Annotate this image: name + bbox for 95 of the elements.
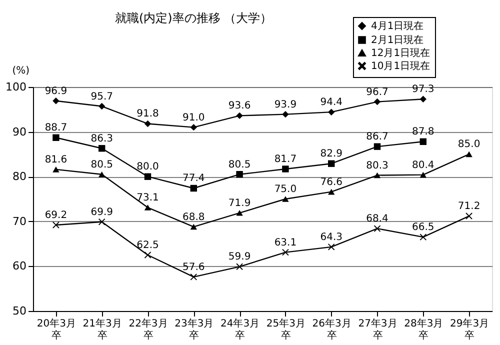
point [236,112,243,120]
data-label: 82.9 [320,148,342,160]
point [328,244,335,250]
data-label: 59.9 [228,252,251,263]
point [374,172,381,178]
point [190,184,198,192]
x-tick-label: 29年3月卒 [450,318,490,342]
point [236,210,243,216]
point [236,263,243,270]
y-tick-label: 90 [12,125,26,138]
data-label: 88.7 [44,122,68,134]
x-tick-label: 24年3月卒 [220,318,260,342]
chart-title: 就職(内定)率の推移 （大学） [115,11,272,25]
data-label: 80.3 [366,160,388,172]
point [466,212,472,220]
data-label: 64.3 [320,232,342,243]
data-label: 62.5 [136,240,159,251]
point [466,151,472,158]
data-label: 66.5 [412,222,434,234]
data-label: 93.9 [274,99,297,110]
x-tick-label: 25年3月卒 [266,318,306,342]
y-tick-label: 70 [12,214,26,228]
data-label: 95.7 [90,91,113,102]
point [98,218,106,226]
data-label: 96.9 [44,86,68,97]
data-label: 75.0 [274,184,297,195]
data-label: 80.5 [90,159,113,170]
point [144,173,152,180]
point [282,166,289,172]
data-label: 69.2 [44,210,68,221]
point [328,188,335,195]
point [98,102,106,110]
data-label: 63.1 [274,237,297,248]
point [420,234,427,240]
point [144,120,152,128]
point [52,166,60,172]
point [374,98,381,106]
y-tick-label: 60 [12,260,26,273]
data-label: 94.4 [320,97,342,108]
data-label: 91.0 [182,112,205,124]
legend-label: 12月1日現在 [371,47,430,59]
point [282,248,289,256]
data-label: 87.8 [412,126,434,138]
point [98,171,106,178]
data-label: 73.1 [136,192,159,204]
data-label: 76.6 [320,176,342,188]
y-tick-label: 50 [12,304,26,318]
data-label: 71.2 [458,201,480,212]
point [328,108,335,116]
data-label: 68.4 [366,214,388,225]
data-label: 77.4 [182,173,205,184]
point [144,204,152,210]
data-label: 71.9 [228,198,251,209]
x-tick-label: 26年3月卒 [312,318,352,342]
point [98,145,106,152]
data-label: 93.6 [228,100,251,112]
point [282,110,289,118]
x-tick-label: 22年3月卒 [128,318,168,342]
data-label: 81.6 [44,154,68,166]
data-label: 96.7 [366,86,388,98]
data-label: 85.0 [458,139,480,150]
data-label: 81.7 [274,154,297,165]
y-axis-title: (%) [12,66,30,76]
point [420,96,427,102]
data-label: 57.6 [182,262,205,273]
point [52,222,60,228]
data-label: 86.3 [90,133,113,144]
x-tick-label: 23年3月卒 [174,318,214,342]
point [282,196,289,202]
legend-label: 2月1日現在 [371,34,424,46]
x-tick-label: 28年3月卒 [404,318,444,342]
data-label: 80.4 [412,160,434,171]
data-label: 91.8 [136,108,159,120]
point [420,138,427,146]
point [52,98,60,104]
y-tick-label: 80 [12,170,26,184]
point [52,134,60,141]
point [190,124,198,131]
point [190,274,198,280]
data-label: 69.9 [90,206,113,218]
y-tick-label: 100 [6,80,26,94]
point [236,171,243,178]
legend-label: 4月1日現在 [371,20,424,32]
data-label: 68.8 [182,212,205,223]
point [420,172,427,178]
point [328,160,335,167]
x-tick-label: 27年3月卒 [358,318,398,342]
legend-label: 10月1日現在 [371,60,430,72]
data-label: 86.7 [366,132,388,143]
x-tick-label: 21年3月卒 [82,318,122,342]
x-tick-label: 20年3月卒 [36,318,76,342]
data-label: 80.0 [136,162,159,173]
data-label: 80.5 [228,159,251,170]
point [374,143,381,150]
point [190,224,198,230]
